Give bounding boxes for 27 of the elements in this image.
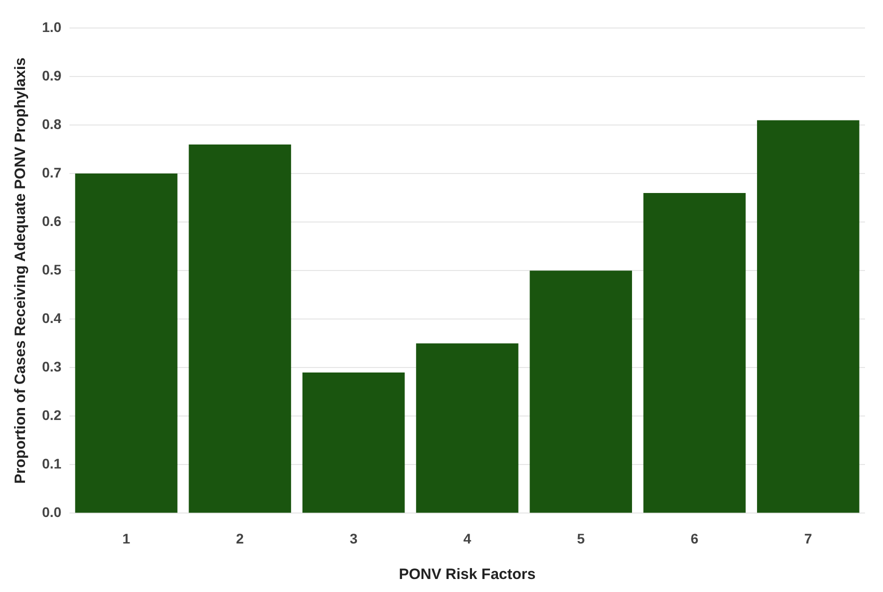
x-tick-label: 4 xyxy=(463,530,472,546)
bar xyxy=(75,174,178,513)
x-axis-title: PONV Risk Factors xyxy=(398,566,536,584)
y-tick-label: 0.3 xyxy=(42,358,62,374)
y-axis-title: Proportion of Cases Receiving Adequate PONV Prophylaxis xyxy=(12,57,30,484)
y-tick-label: 0.7 xyxy=(42,164,62,180)
y-tick-label: 0.1 xyxy=(42,456,62,472)
y-tick-label: 0.5 xyxy=(42,261,62,278)
x-tick-label: 5 xyxy=(576,530,585,546)
y-tick-label: 0.0 xyxy=(42,504,62,520)
x-tick-label: 6 xyxy=(690,530,699,546)
bar xyxy=(643,192,746,513)
y-tick-label: 0.6 xyxy=(42,212,62,229)
bar xyxy=(302,372,405,513)
bar xyxy=(416,343,518,513)
y-tick-label: 1.0 xyxy=(42,18,62,35)
y-tick-label: 0.9 xyxy=(42,67,62,84)
y-tick-label: 0.8 xyxy=(42,116,62,132)
x-tick-label: 1 xyxy=(122,530,130,546)
x-tick-label: 2 xyxy=(236,530,244,546)
y-tick-label: 0.4 xyxy=(42,310,62,326)
bar xyxy=(530,270,632,513)
x-tick-label: 7 xyxy=(804,530,812,546)
bar xyxy=(188,144,292,513)
x-tick-label: 3 xyxy=(350,530,358,546)
bar xyxy=(757,120,860,513)
y-tick-label: 0.2 xyxy=(42,407,62,424)
